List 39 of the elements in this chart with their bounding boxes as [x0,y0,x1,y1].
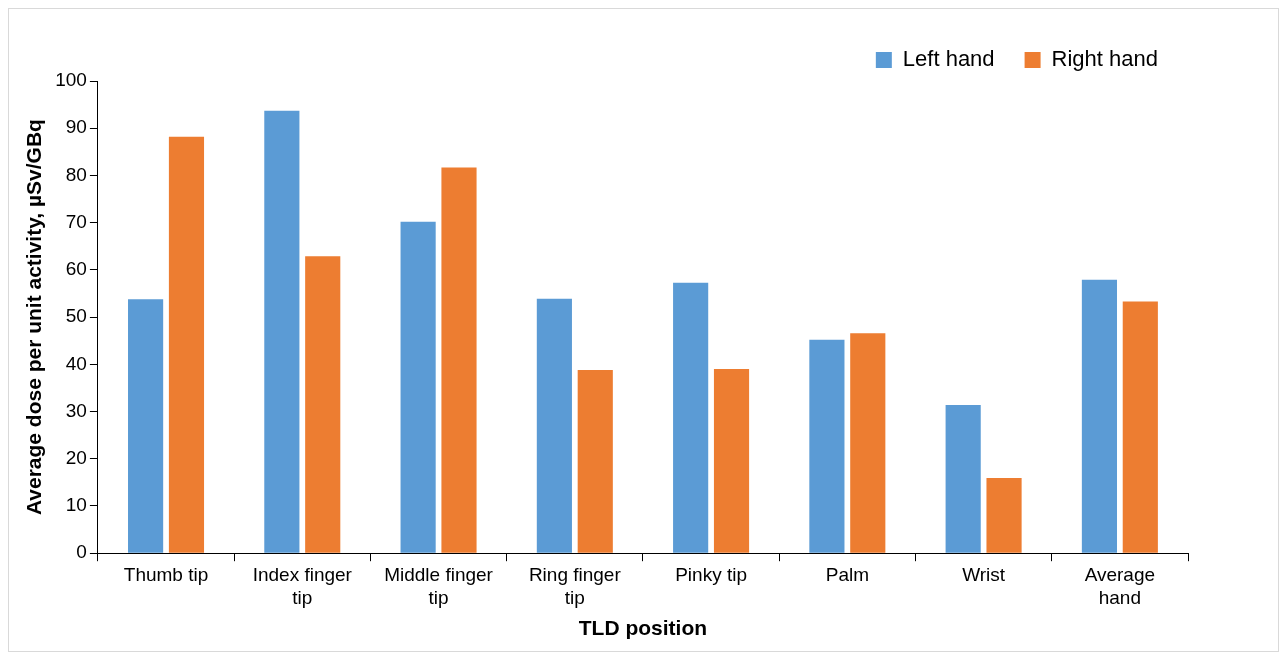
bar [400,221,436,553]
bar [1081,279,1118,553]
y-tick-label: 10 [65,494,87,516]
bar [673,282,709,553]
x-tick-label: Palm [825,563,869,585]
y-tick-label: 20 [65,446,87,468]
bar [441,167,477,553]
bar [577,369,613,553]
legend-label: Right hand [1051,46,1159,72]
y-tick-label: 30 [65,399,87,421]
y-tick-label: 100 [55,69,87,91]
y-tick-label: 70 [65,210,87,232]
y-tick-label: 80 [65,163,87,185]
y-axis-title: Average dose per unit activity, µSv/GBq [22,119,46,516]
bar [713,369,750,553]
bar [986,478,1022,553]
bar [536,298,572,553]
x-tick-label: Middle finger tip [384,563,494,608]
x-tick-label: Index finger tip [252,563,353,608]
x-tick-label: Average hand [1084,563,1156,608]
x-tick-label: Wrist [962,563,1006,585]
x-tick-label: Ring finger tip [528,563,622,608]
legend-label: Left hand [902,46,995,72]
x-tick-label: Pinky tip [675,563,747,585]
bar [850,333,886,553]
bar [945,404,981,553]
bar [809,339,845,553]
bar [168,136,205,553]
y-tick-label: 90 [65,116,87,138]
y-tick-label: 40 [65,352,87,374]
bar [1122,301,1158,553]
bar [128,299,164,553]
y-tick-label: 60 [65,258,87,280]
x-axis-title: TLD position [578,616,708,640]
x-tick-label: Thumb tip [123,563,209,585]
bar [264,110,300,553]
bar [305,256,341,553]
y-tick-label: 0 [76,541,87,563]
y-tick-label: 50 [65,305,87,327]
